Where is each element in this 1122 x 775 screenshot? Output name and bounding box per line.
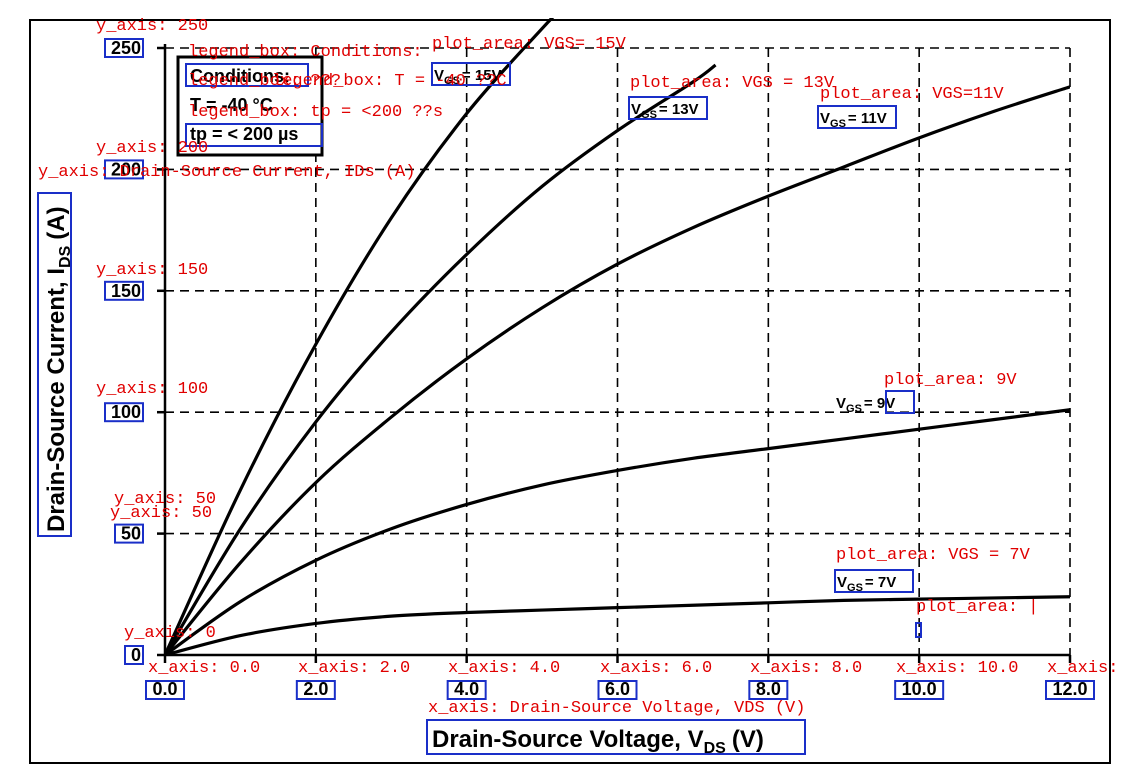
y-axis-title: Drain-Source Current, IDS (A) (37, 192, 74, 537)
y-tick-label: 150 (111, 281, 141, 301)
series-label-box (885, 390, 915, 414)
curve-labels: VGS = 15V VGS = 13V VGS = 11V VGS = 9V VGS = 7V (431, 62, 915, 594)
series-line-4 (165, 408, 1070, 655)
series-label-4: VGS = 9V (836, 390, 915, 415)
legend-title: Conditions: (190, 66, 290, 86)
annotation-overlay: y_axis: 250 y_axis: 200 y_axis: 150 y_ax… (38, 17, 1118, 718)
x-tick-box (597, 680, 638, 700)
x-axis-title: Drain-Source Voltage, VDS (V) (426, 719, 806, 757)
x-tick-label: 10.0 (902, 679, 937, 699)
grid (165, 47, 1071, 655)
svg-text:Drain-Source Current, IDS(A): Drain-Source Current, IDS (A) (43, 206, 74, 532)
anno-y-250: y_axis: 250 (96, 17, 208, 36)
anno-series-15: plot_area: VGS= 15V (432, 35, 627, 54)
series-label-2: VGS = 13V (628, 96, 708, 121)
x-axis-title-box (426, 719, 806, 755)
curves (165, 18, 1070, 655)
y-axis-title-text: Drain-Source Current, I (43, 268, 70, 532)
y-tick-box (104, 159, 144, 180)
x-tick-box (748, 680, 789, 700)
y-tick-label: 50 (121, 524, 141, 544)
anno-legend-temp: legend_box: T = -40 ??C (272, 72, 507, 91)
series-label-text: VGS = 9V (836, 395, 895, 415)
y-tick-label: 0 (131, 645, 141, 665)
anno-series-11: plot_area: VGS=11V (820, 85, 1004, 104)
y-tick-box (104, 280, 144, 301)
y-tick-box (114, 523, 144, 544)
x-axis-title-text: Drain-Source Voltage, V (432, 726, 704, 753)
x-tick-box (446, 680, 487, 700)
y-tick-label: 100 (111, 402, 141, 422)
y-axis-title-box (37, 192, 72, 537)
x-tick-box (295, 680, 336, 700)
y-tick-box (124, 645, 144, 665)
legend-line-tp: tp = < 200 µs (190, 124, 298, 144)
x-tick-label: 2.0 (303, 679, 328, 699)
series-label-box (834, 569, 914, 593)
series-label-3: VGS = 11V (817, 105, 897, 130)
anno-legend-temp-overlap: legend_box: ??? (188, 72, 341, 91)
x-tick-box (145, 680, 185, 700)
anno-x-8: x_axis: 8.0 (750, 659, 862, 678)
series-label-box (431, 62, 511, 86)
anno-y-150: y_axis: 150 (96, 261, 208, 280)
anno-extra-plot: plot_area: | (916, 598, 1038, 617)
series-line-5 (165, 595, 1070, 655)
anno-y-100: y_axis: 100 (96, 380, 208, 399)
series-label-text: VGS = 13V (631, 101, 699, 121)
anno-y-title: y_axis: Drain-Source Current, IDs (A) (38, 163, 415, 182)
series-line-2 (165, 63, 717, 655)
legend-frame (176, 55, 324, 157)
y-tick-box (104, 402, 144, 423)
y-tick-label: 200 (111, 159, 141, 179)
anno-extra-plot-box (915, 622, 922, 638)
series-label-box (817, 105, 897, 129)
legend-line-temp: T = -40 °C (190, 95, 273, 115)
anno-x-12: x_axis: (1047, 659, 1118, 678)
series-label-5: VGS = 7V (834, 569, 914, 594)
series-label-box (628, 96, 708, 120)
series-label-text: VGS = 15V (434, 67, 502, 87)
anno-y-50: y_axis: 50 (114, 490, 216, 509)
y-axis-title-unit: (A) (43, 206, 70, 239)
anno-y-50-extra: y_axis: 50 (110, 504, 212, 523)
series-line-1 (165, 18, 555, 655)
y-tick-box (104, 38, 144, 58)
legend-title-box (185, 63, 309, 87)
x-tick-box (894, 680, 945, 700)
legend-tp-box (185, 123, 323, 147)
anno-x-0: x_axis: 0.0 (148, 659, 260, 678)
anno-legend-tp: legend_box: tp = <200 ??s (188, 103, 443, 122)
anno-x-title: x_axis: Drain-Source Voltage, VDS (V) (428, 699, 805, 718)
x-axis-title-unit: (V) (732, 726, 764, 753)
anno-x-10: x_axis: 10.0 (896, 659, 1018, 678)
x-tick-label: 4.0 (454, 679, 479, 699)
x-tick-box (1045, 680, 1095, 700)
y-tick-label: 250 (111, 38, 141, 58)
anno-legend-title: legend_box: Conditions: (188, 43, 423, 62)
y-axis-title-sub: DS (57, 245, 74, 268)
series-line-3 (165, 85, 1070, 655)
x-axis-title-sub: DS (704, 740, 727, 757)
anno-x-2: x_axis: 2.0 (298, 659, 410, 678)
x-tick-label: 6.0 (605, 679, 630, 699)
legend: Conditions: T = -40 °C tp = < 200 µs (176, 55, 324, 157)
anno-series-7: plot_area: VGS = 7V (836, 546, 1031, 565)
anno-y-0: y_axis: 0 (124, 624, 216, 643)
anno-x-4: x_axis: 4.0 (448, 659, 560, 678)
anno-series-9: plot_area: 9V (884, 371, 1017, 390)
anno-y-200: y_axis: 200 (96, 139, 208, 158)
axes (157, 44, 1072, 663)
x-tick-label: 0.0 (152, 679, 177, 699)
svg-text:Drain-Source Voltage, VDS(V): Drain-Source Voltage, VDS (V) (432, 726, 764, 757)
tick-labels: 0 50 100 150 200 250 0.0 2.0 4.0 6.0 8.0 10.0 12.0 (104, 38, 1095, 700)
x-tick-label: 8.0 (756, 679, 781, 699)
anno-series-13: plot_area: VGS = 13V (630, 74, 835, 93)
x-tick-label: 12.0 (1052, 679, 1087, 699)
series-label-1: VGS = 15V (431, 62, 511, 87)
anno-x-6: x_axis: 6.0 (600, 659, 712, 678)
